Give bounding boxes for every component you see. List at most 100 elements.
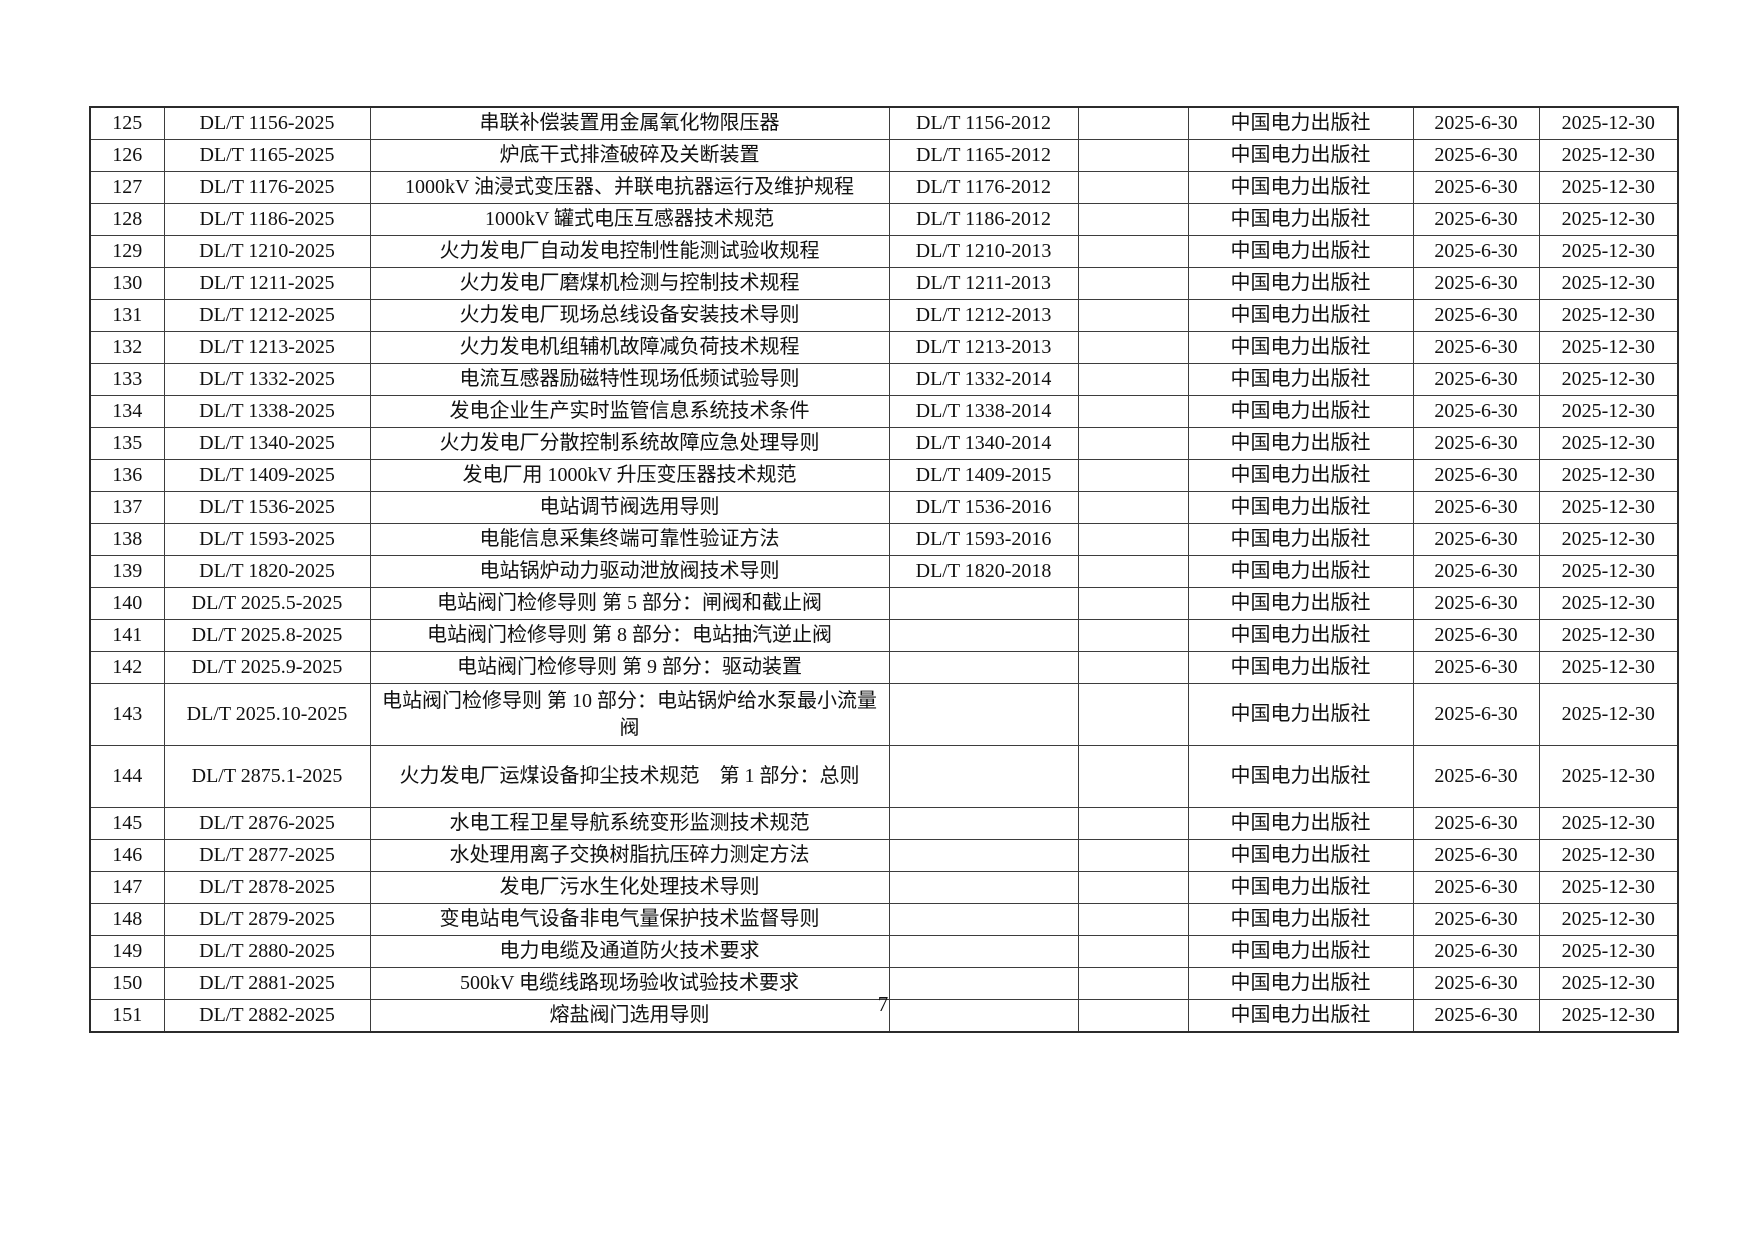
- table-row: 134 DL/T 1338-2025 发电企业生产实时监管信息系统技术条件 DL…: [89, 395, 1679, 428]
- replaced-standard-cell: DL/T 1338-2014: [888, 395, 1079, 428]
- standard-title-cell: 电站锅炉动力驱动泄放阀技术导则: [369, 555, 890, 588]
- row-number-cell: 145: [89, 807, 165, 840]
- table-row: 126 DL/T 1165-2025 炉底干式排渣破碎及关断装置 DL/T 11…: [89, 139, 1679, 172]
- standard-title-cell: 火力发电厂分散控制系统故障应急处理导则: [369, 427, 890, 460]
- note-cell: [1077, 651, 1189, 684]
- standard-title-cell: 电站阀门检修导则 第 9 部分：驱动装置: [369, 651, 890, 684]
- row-number-cell: 151: [89, 999, 165, 1033]
- note-cell: [1077, 235, 1189, 268]
- replaced-standard-cell: [888, 587, 1079, 620]
- standard-title-cell: 火力发电厂自动发电控制性能测试验收规程: [369, 235, 890, 268]
- replaced-standard-cell: [888, 619, 1079, 652]
- replaced-standard-cell: DL/T 1210-2013: [888, 235, 1079, 268]
- implement-date-cell: 2025-6-30: [1412, 427, 1540, 460]
- abolish-date-cell: 2025-12-30: [1538, 267, 1679, 300]
- row-number-cell: 137: [89, 491, 165, 524]
- note-cell: [1077, 619, 1189, 652]
- publisher-cell: 中国电力出版社: [1187, 683, 1414, 746]
- abolish-date-cell: 2025-12-30: [1538, 967, 1679, 1000]
- note-cell: [1077, 299, 1189, 332]
- row-number-cell: 147: [89, 871, 165, 904]
- replaced-standard-cell: DL/T 1820-2018: [888, 555, 1079, 588]
- standard-title-cell: 电站阀门检修导则 第 5 部分：闸阀和截止阀: [369, 587, 890, 620]
- publisher-cell: 中国电力出版社: [1187, 427, 1414, 460]
- replaced-standard-cell: DL/T 1340-2014: [888, 427, 1079, 460]
- standard-title-cell: 水处理用离子交换树脂抗压碎力测定方法: [369, 839, 890, 872]
- implement-date-cell: 2025-6-30: [1412, 999, 1540, 1033]
- abolish-date-cell: 2025-12-30: [1538, 935, 1679, 968]
- standard-title-cell: 水电工程卫星导航系统变形监测技术规范: [369, 807, 890, 840]
- abolish-date-cell: 2025-12-30: [1538, 363, 1679, 396]
- abolish-date-cell: 2025-12-30: [1538, 619, 1679, 652]
- row-number-cell: 144: [89, 745, 165, 808]
- row-number-cell: 150: [89, 967, 165, 1000]
- table-row: 149 DL/T 2880-2025 电力电缆及通道防火技术要求 中国电力出版社…: [89, 935, 1679, 968]
- implement-date-cell: 2025-6-30: [1412, 459, 1540, 492]
- note-cell: [1077, 363, 1189, 396]
- standard-title-cell: 发电企业生产实时监管信息系统技术条件: [369, 395, 890, 428]
- standard-title-cell: 发电厂用 1000kV 升压变压器技术规范: [369, 459, 890, 492]
- standard-number-cell: DL/T 2025.10-2025: [163, 683, 371, 746]
- table-row: 137 DL/T 1536-2025 电站调节阀选用导则 DL/T 1536-2…: [89, 491, 1679, 524]
- row-number-cell: 148: [89, 903, 165, 936]
- standards-table: 125 DL/T 1156-2025 串联补偿装置用金属氧化物限压器 DL/T …: [89, 106, 1679, 1033]
- note-cell: [1077, 395, 1189, 428]
- standard-number-cell: DL/T 1536-2025: [163, 491, 371, 524]
- implement-date-cell: 2025-6-30: [1412, 555, 1540, 588]
- standard-title-cell: 电站阀门检修导则 第 10 部分：电站锅炉给水泵最小流量阀: [369, 683, 890, 746]
- table-row: 135 DL/T 1340-2025 火力发电厂分散控制系统故障应急处理导则 D…: [89, 427, 1679, 460]
- table-row: 138 DL/T 1593-2025 电能信息采集终端可靠性验证方法 DL/T …: [89, 523, 1679, 556]
- row-number-cell: 142: [89, 651, 165, 684]
- implement-date-cell: 2025-6-30: [1412, 331, 1540, 364]
- publisher-cell: 中国电力出版社: [1187, 555, 1414, 588]
- standard-title-cell: 火力发电厂运煤设备抑尘技术规范 第 1 部分：总则: [369, 745, 890, 808]
- note-cell: [1077, 807, 1189, 840]
- standard-title-cell: 电站调节阀选用导则: [369, 491, 890, 524]
- standard-title-cell: 1000kV 油浸式变压器、并联电抗器运行及维护规程: [369, 171, 890, 204]
- implement-date-cell: 2025-6-30: [1412, 523, 1540, 556]
- publisher-cell: 中国电力出版社: [1187, 651, 1414, 684]
- publisher-cell: 中国电力出版社: [1187, 871, 1414, 904]
- replaced-standard-cell: DL/T 1536-2016: [888, 491, 1079, 524]
- implement-date-cell: 2025-6-30: [1412, 619, 1540, 652]
- replaced-standard-cell: [888, 651, 1079, 684]
- abolish-date-cell: 2025-12-30: [1538, 106, 1679, 140]
- table-row: 130 DL/T 1211-2025 火力发电厂磨煤机检测与控制技术规程 DL/…: [89, 267, 1679, 300]
- replaced-standard-cell: [888, 839, 1079, 872]
- publisher-cell: 中国电力出版社: [1187, 299, 1414, 332]
- table-row: 129 DL/T 1210-2025 火力发电厂自动发电控制性能测试验收规程 D…: [89, 235, 1679, 268]
- abolish-date-cell: 2025-12-30: [1538, 459, 1679, 492]
- table-row: 144 DL/T 2875.1-2025 火力发电厂运煤设备抑尘技术规范 第 1…: [89, 745, 1679, 808]
- standard-number-cell: DL/T 2882-2025: [163, 999, 371, 1033]
- table-row: 141 DL/T 2025.8-2025 电站阀门检修导则 第 8 部分：电站抽…: [89, 619, 1679, 652]
- publisher-cell: 中国电力出版社: [1187, 903, 1414, 936]
- standard-number-cell: DL/T 2025.8-2025: [163, 619, 371, 652]
- abolish-date-cell: 2025-12-30: [1538, 427, 1679, 460]
- row-number-cell: 132: [89, 331, 165, 364]
- standard-title-cell: 电流互感器励磁特性现场低频试验导则: [369, 363, 890, 396]
- note-cell: [1077, 587, 1189, 620]
- note-cell: [1077, 203, 1189, 236]
- standard-number-cell: DL/T 2025.9-2025: [163, 651, 371, 684]
- replaced-standard-cell: DL/T 1593-2016: [888, 523, 1079, 556]
- table-row: 146 DL/T 2877-2025 水处理用离子交换树脂抗压碎力测定方法 中国…: [89, 839, 1679, 872]
- publisher-cell: 中国电力出版社: [1187, 139, 1414, 172]
- note-cell: [1077, 459, 1189, 492]
- row-number-cell: 125: [89, 106, 165, 140]
- publisher-cell: 中国电力出版社: [1187, 235, 1414, 268]
- standard-title-cell: 串联补偿装置用金属氧化物限压器: [369, 106, 890, 140]
- table-row: 148 DL/T 2879-2025 变电站电气设备非电气量保护技术监督导则 中…: [89, 903, 1679, 936]
- implement-date-cell: 2025-6-30: [1412, 587, 1540, 620]
- abolish-date-cell: 2025-12-30: [1538, 395, 1679, 428]
- publisher-cell: 中国电力出版社: [1187, 967, 1414, 1000]
- abolish-date-cell: 2025-12-30: [1538, 999, 1679, 1033]
- replaced-standard-cell: DL/T 1212-2013: [888, 299, 1079, 332]
- implement-date-cell: 2025-6-30: [1412, 651, 1540, 684]
- publisher-cell: 中国电力出版社: [1187, 807, 1414, 840]
- row-number-cell: 131: [89, 299, 165, 332]
- implement-date-cell: 2025-6-30: [1412, 807, 1540, 840]
- note-cell: [1077, 331, 1189, 364]
- note-cell: [1077, 523, 1189, 556]
- standard-title-cell: 火力发电厂磨煤机检测与控制技术规程: [369, 267, 890, 300]
